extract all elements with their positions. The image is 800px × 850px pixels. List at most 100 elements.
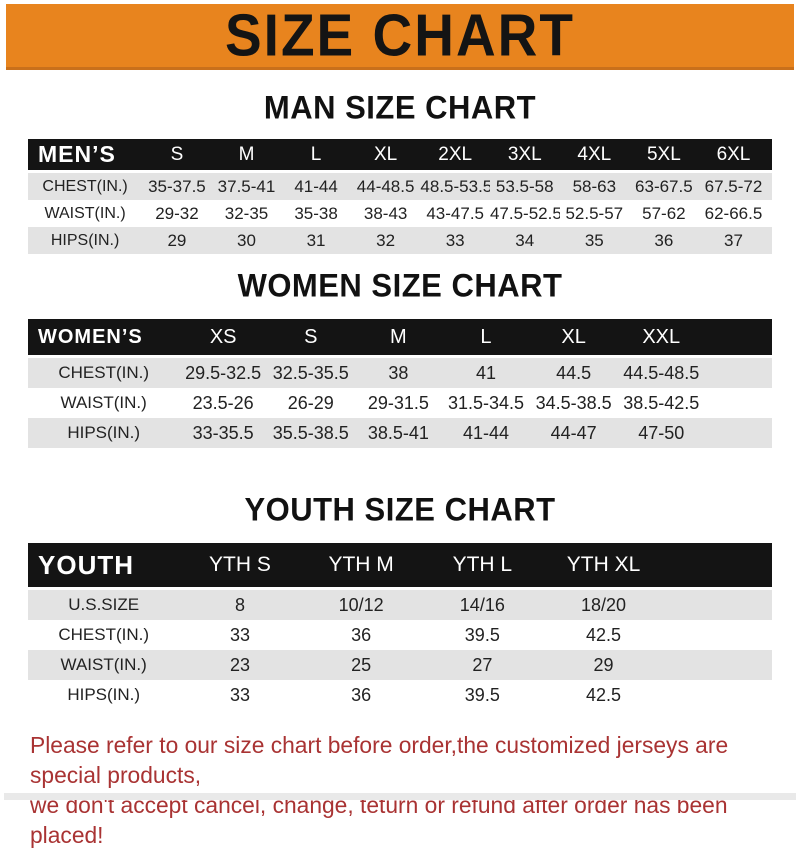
table-corner-label: MEN’S xyxy=(28,139,143,173)
row-label: WAIST(IN.) xyxy=(28,200,143,227)
size-cell: 33-35.5 xyxy=(179,418,267,448)
size-cell: 25 xyxy=(300,650,422,680)
size-cell: 63-67.5 xyxy=(629,171,699,200)
size-cell: 43-47.5 xyxy=(420,200,490,227)
size-cell: 23.5-26 xyxy=(179,388,267,418)
row-spacer xyxy=(705,356,772,388)
row-spacer xyxy=(705,418,772,448)
column-header: YTH L xyxy=(421,543,543,590)
size-cell: 32.5-35.5 xyxy=(266,356,355,388)
column-header: YTH S xyxy=(179,543,301,590)
table-row: CHEST(IN.) 29.5-32.5 32.5-35.5 38 41 44.5 44.5… xyxy=(28,356,772,388)
bottom-strip xyxy=(4,793,796,800)
size-cell: 35-38 xyxy=(281,200,351,227)
table-row: WAIST(IN.) 23 25 27 29 xyxy=(28,650,772,680)
table-row: HIPS(IN.) 33-35.5 35.5-38.5 38.5-41 41-44 44-… xyxy=(28,418,772,448)
youth-section-title: YOUTH SIZE CHART xyxy=(244,491,556,528)
header-row: MEN’S S M L XL 2XL 3XL 4XL 5XL 6XL xyxy=(28,139,772,173)
column-header: M xyxy=(354,319,443,358)
size-cell: 38.5-41 xyxy=(354,418,443,448)
row-spacer xyxy=(768,227,772,254)
women-size-table: WOMEN’S XS S M L XL XXL CHEST(IN.) 29.5-32.5 32.5… xyxy=(28,319,772,448)
disclaimer-note: Please refer to our size chart before or… xyxy=(30,730,767,850)
size-cell: 41-44 xyxy=(281,171,351,200)
disclaimer-line-1: Please refer to our size chart before or… xyxy=(30,732,729,788)
size-cell: 47.5-52.5 xyxy=(489,200,560,227)
size-cell: 33 xyxy=(179,620,301,650)
column-header: 4XL xyxy=(559,139,630,173)
row-spacer xyxy=(664,650,772,680)
size-cell: 39.5 xyxy=(421,620,543,650)
header-spacer xyxy=(664,543,772,590)
size-cell: 42.5 xyxy=(542,680,665,710)
size-cell: 67.5-72 xyxy=(698,171,769,200)
size-cell: 29.5-32.5 xyxy=(179,356,267,388)
size-cell: 29-32 xyxy=(142,200,212,227)
size-cell: 35 xyxy=(559,227,630,254)
header-spacer xyxy=(768,139,772,173)
column-header: XL xyxy=(350,139,421,173)
size-cell: 18/20 xyxy=(542,588,665,620)
column-header: XS xyxy=(179,319,267,358)
size-cell: 30 xyxy=(211,227,282,254)
header-spacer xyxy=(705,319,772,358)
size-cell: 58-63 xyxy=(559,171,630,200)
row-label: HIPS(IN.) xyxy=(28,418,180,448)
size-cell: 41 xyxy=(442,356,530,388)
size-cell: 32-35 xyxy=(211,200,282,227)
size-chart-page: SIZE CHART MAN SIZE CHART MEN’S S M L XL 2XL 3… xyxy=(4,4,796,848)
size-cell: 31 xyxy=(281,227,351,254)
column-header: 6XL xyxy=(698,139,769,173)
table-corner-label: WOMEN’S xyxy=(28,319,180,358)
size-cell: 36 xyxy=(300,680,422,710)
size-cell: 42.5 xyxy=(542,620,665,650)
size-cell: 38.5-42.5 xyxy=(617,388,706,418)
size-cell: 14/16 xyxy=(421,588,543,620)
banner: SIZE CHART xyxy=(6,4,794,70)
table-row: CHEST(IN.) 33 36 39.5 42.5 xyxy=(28,620,772,650)
row-spacer xyxy=(768,171,772,200)
size-cell: 26-29 xyxy=(266,388,355,418)
size-cell: 29 xyxy=(142,227,212,254)
row-label: CHEST(IN.) xyxy=(28,620,180,650)
size-cell: 41-44 xyxy=(442,418,530,448)
size-cell: 44-48.5 xyxy=(350,171,421,200)
row-label: U.S.SIZE xyxy=(28,588,180,620)
size-cell: 10/12 xyxy=(300,588,422,620)
table-row: CHEST(IN.) 35-37.5 37.5-41 41-44 44-48.5 48.5… xyxy=(28,171,772,200)
table-row: WAIST(IN.) 23.5-26 26-29 29-31.5 31.5-34.5 34… xyxy=(28,388,772,418)
size-cell: 38 xyxy=(354,356,443,388)
size-cell: 52.5-57 xyxy=(559,200,630,227)
size-cell: 36 xyxy=(629,227,699,254)
size-cell: 29 xyxy=(542,650,665,680)
page-title: SIZE CHART xyxy=(225,1,575,69)
table-row: U.S.SIZE 8 10/12 14/16 18/20 xyxy=(28,588,772,620)
column-header: L xyxy=(281,139,351,173)
table-row: WAIST(IN.) 29-32 32-35 35-38 38-43 43-47.5 47.… xyxy=(28,200,772,227)
size-cell: 32 xyxy=(350,227,421,254)
youth-size-table: YOUTH YTH S YTH M YTH L YTH XL U.S.SIZE 8 10/12… xyxy=(28,543,772,710)
header-row: WOMEN’S XS S M L XL XXL xyxy=(28,319,772,358)
table-row: HIPS(IN.) 33 36 39.5 42.5 xyxy=(28,680,772,710)
table-row: HIPS(IN.) 29 30 31 32 33 34 35 36 37 xyxy=(28,227,772,254)
row-label: HIPS(IN.) xyxy=(28,680,180,710)
size-cell: 8 xyxy=(179,588,301,620)
row-spacer xyxy=(664,680,772,710)
row-spacer xyxy=(768,200,772,227)
size-cell: 47-50 xyxy=(617,418,706,448)
size-cell: 37 xyxy=(698,227,769,254)
header-row: YOUTH YTH S YTH M YTH L YTH XL xyxy=(28,543,772,590)
row-label: CHEST(IN.) xyxy=(28,356,180,388)
size-cell: 33 xyxy=(179,680,301,710)
size-cell: 23 xyxy=(179,650,301,680)
size-cell: 44.5 xyxy=(529,356,618,388)
column-header: 3XL xyxy=(489,139,560,173)
women-section-title: WOMEN SIZE CHART xyxy=(237,267,563,304)
column-header: S xyxy=(266,319,355,358)
size-cell: 44.5-48.5 xyxy=(617,356,706,388)
size-cell: 35.5-38.5 xyxy=(266,418,355,448)
size-cell: 34 xyxy=(489,227,560,254)
row-spacer xyxy=(705,388,772,418)
size-cell: 36 xyxy=(300,620,422,650)
column-header: S xyxy=(142,139,212,173)
